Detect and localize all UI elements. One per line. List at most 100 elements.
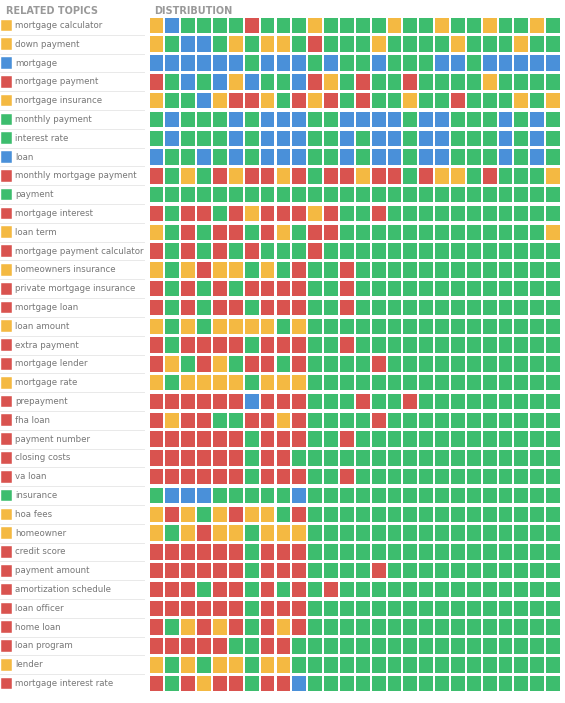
Bar: [403, 619, 417, 635]
Bar: [340, 37, 354, 52]
Bar: [531, 337, 544, 353]
Bar: [435, 582, 449, 598]
Bar: [546, 224, 560, 240]
Bar: [435, 93, 449, 108]
Bar: [515, 206, 528, 221]
Bar: [531, 318, 544, 334]
Bar: [451, 74, 465, 89]
Bar: [308, 37, 322, 52]
Bar: [451, 18, 465, 33]
Bar: [435, 224, 449, 240]
Bar: [292, 488, 306, 503]
Bar: [324, 544, 338, 560]
Bar: [483, 224, 497, 240]
Bar: [308, 281, 322, 297]
Bar: [483, 262, 497, 278]
Bar: [515, 168, 528, 183]
Bar: [197, 187, 211, 202]
Bar: [197, 619, 211, 635]
Bar: [181, 525, 195, 541]
Bar: [372, 187, 385, 202]
Bar: [419, 638, 433, 654]
Bar: [150, 544, 163, 560]
Bar: [1, 508, 12, 520]
Bar: [546, 281, 560, 297]
Bar: [515, 488, 528, 503]
Bar: [245, 299, 259, 315]
Bar: [197, 131, 211, 146]
Bar: [166, 413, 179, 428]
Bar: [499, 657, 512, 673]
Bar: [181, 243, 195, 259]
Bar: [340, 525, 354, 541]
Bar: [229, 450, 243, 465]
Bar: [1, 583, 12, 595]
Bar: [356, 37, 370, 52]
Bar: [324, 619, 338, 635]
Bar: [467, 488, 481, 503]
Bar: [499, 37, 512, 52]
Bar: [324, 413, 338, 428]
Bar: [276, 638, 290, 654]
Bar: [451, 281, 465, 297]
Bar: [245, 619, 259, 635]
Bar: [1, 527, 12, 539]
Bar: [292, 544, 306, 560]
Bar: [356, 394, 370, 409]
Bar: [531, 168, 544, 183]
Text: mortgage payment: mortgage payment: [15, 77, 99, 86]
Bar: [435, 638, 449, 654]
Bar: [467, 37, 481, 52]
Bar: [467, 432, 481, 447]
Bar: [324, 187, 338, 202]
Bar: [483, 375, 497, 390]
Bar: [531, 676, 544, 691]
Bar: [197, 37, 211, 52]
Bar: [340, 638, 354, 654]
Bar: [483, 563, 497, 579]
Bar: [499, 74, 512, 89]
Bar: [324, 356, 338, 372]
Bar: [419, 582, 433, 598]
Bar: [467, 394, 481, 409]
Bar: [435, 469, 449, 484]
Bar: [356, 488, 370, 503]
Bar: [372, 262, 385, 278]
Bar: [324, 93, 338, 108]
Bar: [372, 243, 385, 259]
Bar: [260, 299, 275, 315]
Bar: [197, 356, 211, 372]
Bar: [499, 563, 512, 579]
Bar: [340, 563, 354, 579]
Bar: [515, 413, 528, 428]
Bar: [276, 337, 290, 353]
Bar: [213, 375, 227, 390]
Bar: [531, 657, 544, 673]
Bar: [467, 638, 481, 654]
Text: monthly mortgage payment: monthly mortgage payment: [15, 172, 137, 181]
Bar: [276, 507, 290, 522]
Bar: [531, 262, 544, 278]
Bar: [467, 563, 481, 579]
Bar: [531, 356, 544, 372]
Bar: [308, 582, 322, 598]
Bar: [229, 394, 243, 409]
Bar: [451, 299, 465, 315]
Bar: [531, 224, 544, 240]
Bar: [388, 676, 401, 691]
Bar: [483, 432, 497, 447]
Bar: [213, 74, 227, 89]
Bar: [324, 281, 338, 297]
Bar: [356, 638, 370, 654]
Bar: [308, 525, 322, 541]
Bar: [531, 638, 544, 654]
Bar: [356, 525, 370, 541]
Bar: [435, 525, 449, 541]
Bar: [515, 657, 528, 673]
Bar: [435, 544, 449, 560]
Bar: [546, 168, 560, 183]
Bar: [276, 37, 290, 52]
Bar: [483, 676, 497, 691]
Bar: [197, 56, 211, 71]
Bar: [403, 168, 417, 183]
